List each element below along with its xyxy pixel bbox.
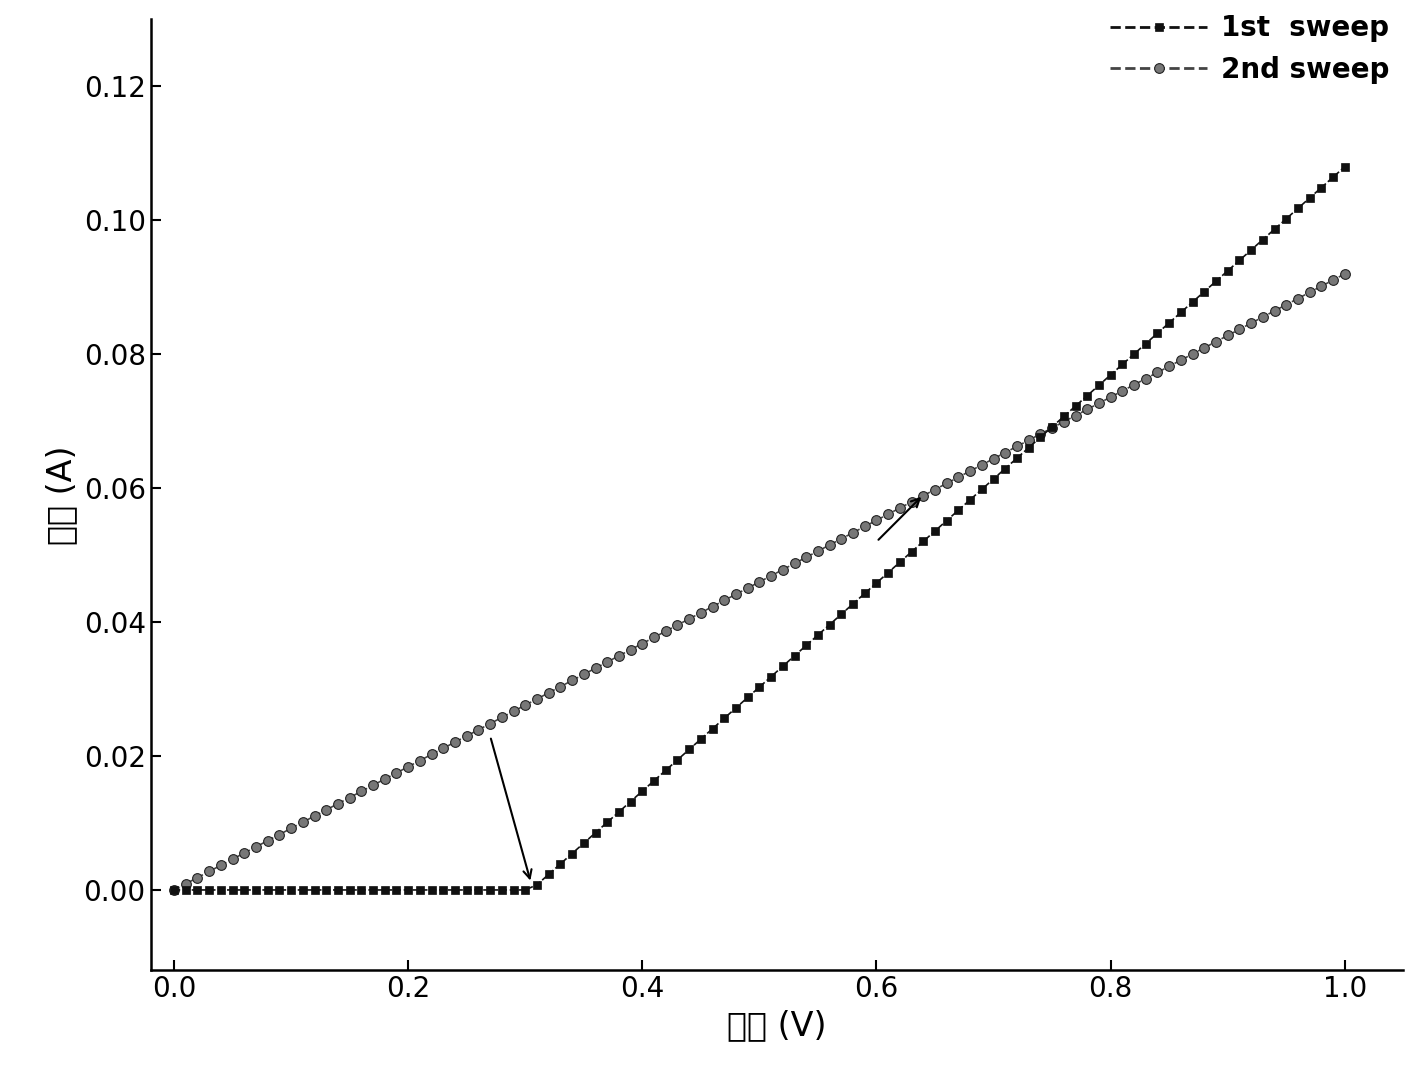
2nd sweep bbox=[985, 453, 1003, 465]
1st  sweep bbox=[247, 883, 264, 896]
1st  sweep bbox=[704, 723, 721, 735]
X-axis label: 电压 (V): 电压 (V) bbox=[727, 1009, 826, 1042]
Y-axis label: 电流 (A): 电流 (A) bbox=[45, 445, 78, 544]
Line: 2nd sweep: 2nd sweep bbox=[169, 269, 1349, 895]
Legend: 1st  sweep, 2nd sweep: 1st sweep, 2nd sweep bbox=[1110, 14, 1389, 84]
2nd sweep bbox=[868, 514, 885, 527]
1st  sweep bbox=[868, 577, 885, 590]
1st  sweep bbox=[1044, 420, 1061, 433]
1st  sweep bbox=[459, 883, 476, 896]
1st  sweep bbox=[166, 883, 183, 896]
1st  sweep bbox=[1336, 160, 1353, 173]
2nd sweep bbox=[704, 600, 721, 613]
2nd sweep bbox=[1336, 268, 1353, 281]
2nd sweep bbox=[166, 883, 183, 896]
Line: 1st  sweep: 1st sweep bbox=[170, 163, 1349, 894]
2nd sweep bbox=[1044, 421, 1061, 434]
2nd sweep bbox=[459, 729, 476, 742]
1st  sweep bbox=[985, 472, 1003, 485]
2nd sweep bbox=[247, 840, 264, 853]
